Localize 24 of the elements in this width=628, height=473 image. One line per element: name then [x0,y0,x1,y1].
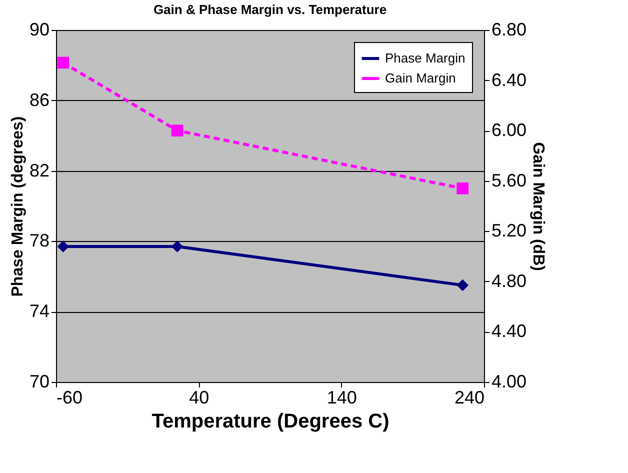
x-axis-title: Temperature (Degrees C) [152,410,390,432]
x-tick-label: 140 [326,388,357,408]
y2-tick-label: 6.80 [492,20,527,40]
x-tick-label: 40 [189,388,210,408]
y-tick-label: 78 [29,230,50,251]
y-tick-label: 74 [29,301,50,322]
y2-tick-label: 5.20 [492,220,527,241]
y2-axis-title: Gain Margin (dB) [530,142,547,271]
x-tick-label: -60 [56,388,83,408]
y2-tick-label: 4.00 [492,372,527,392]
y-tick-label: 86 [29,90,50,110]
y-axis-title: Phase Margin (degrees) [9,116,26,297]
y-tick-label: 82 [29,160,50,180]
y2-tick-label: 4.80 [492,270,527,291]
x-tick-label: 240 [454,388,484,408]
y-tick-label: 70 [29,372,50,392]
y2-tick-label: 6.00 [492,120,527,140]
legend-label: Phase Margin [385,50,466,66]
y2-tick-label: 5.60 [492,170,527,190]
legend-label: Gain Margin [385,70,456,86]
y2-tick-label: 4.40 [492,321,527,342]
chart-title: Gain & Phase Margin vs. Temperature [153,2,387,17]
y-tick-label: 90 [29,20,50,40]
y2-tick-label: 6.40 [492,70,527,90]
